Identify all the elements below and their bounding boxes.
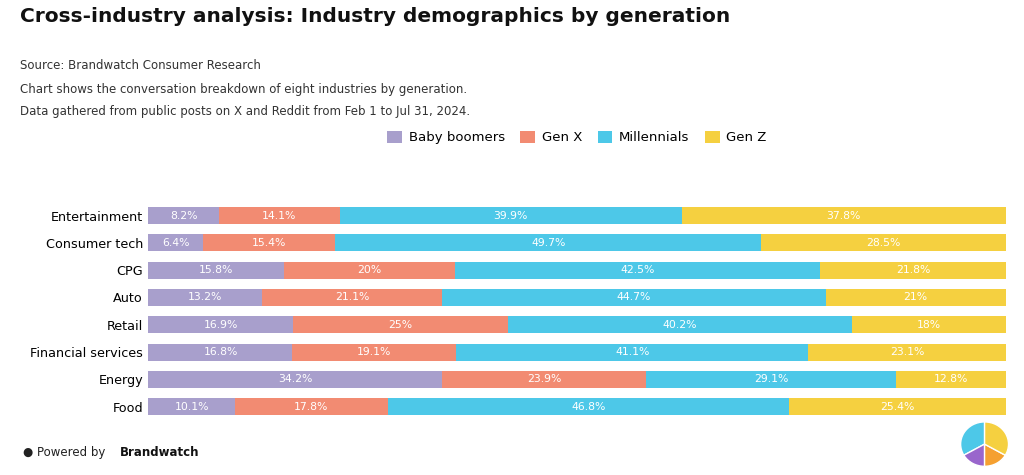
Bar — [808, 343, 1007, 361]
Bar — [682, 207, 1006, 224]
Text: 37.8%: 37.8% — [826, 210, 861, 220]
Text: 23.1%: 23.1% — [890, 347, 925, 357]
Text: 20%: 20% — [357, 265, 382, 275]
Text: Chart shows the conversation breakdown of eight industries by generation.: Chart shows the conversation breakdown o… — [20, 83, 468, 96]
Text: 10.1%: 10.1% — [174, 402, 209, 412]
Bar — [148, 207, 219, 224]
Bar — [148, 289, 261, 306]
Text: 21%: 21% — [903, 293, 928, 303]
Text: 49.7%: 49.7% — [531, 238, 565, 248]
Bar — [456, 262, 819, 279]
Text: 39.9%: 39.9% — [494, 210, 527, 220]
Bar — [293, 316, 508, 333]
Bar — [646, 371, 896, 388]
Legend: Baby boomers, Gen X, Millennials, Gen Z: Baby boomers, Gen X, Millennials, Gen Z — [382, 125, 772, 150]
Text: 16.8%: 16.8% — [204, 347, 238, 357]
Text: 13.2%: 13.2% — [187, 293, 222, 303]
Text: 14.1%: 14.1% — [262, 210, 296, 220]
Text: 25%: 25% — [388, 320, 413, 330]
Text: 17.8%: 17.8% — [294, 402, 329, 412]
Wedge shape — [964, 444, 985, 466]
Wedge shape — [961, 422, 985, 455]
Bar — [761, 234, 1006, 251]
Bar — [148, 371, 441, 388]
Text: 21.8%: 21.8% — [896, 265, 930, 275]
Text: 21.1%: 21.1% — [335, 293, 370, 303]
Text: 6.4%: 6.4% — [162, 238, 189, 248]
Text: 29.1%: 29.1% — [754, 374, 788, 384]
Text: Source: Brandwatch Consumer Research: Source: Brandwatch Consumer Research — [20, 59, 261, 72]
Bar — [219, 207, 340, 224]
Bar — [148, 398, 236, 415]
Bar — [293, 343, 456, 361]
Bar — [388, 398, 788, 415]
Text: 42.5%: 42.5% — [621, 265, 654, 275]
Text: 16.9%: 16.9% — [204, 320, 239, 330]
Bar — [261, 289, 442, 306]
Text: 46.8%: 46.8% — [571, 402, 605, 412]
Bar — [508, 316, 852, 333]
Bar — [284, 262, 456, 279]
Bar — [148, 316, 293, 333]
Text: 19.1%: 19.1% — [357, 347, 391, 357]
Bar — [236, 398, 388, 415]
Text: 28.5%: 28.5% — [866, 238, 901, 248]
Text: 8.2%: 8.2% — [170, 210, 198, 220]
Bar — [442, 289, 825, 306]
Bar — [819, 262, 1007, 279]
Bar — [148, 262, 284, 279]
Text: 40.2%: 40.2% — [663, 320, 697, 330]
Text: Cross-industry analysis: Industry demographics by generation: Cross-industry analysis: Industry demogr… — [20, 7, 731, 26]
Text: 44.7%: 44.7% — [616, 293, 651, 303]
Bar — [825, 289, 1006, 306]
Text: 25.4%: 25.4% — [881, 402, 914, 412]
Bar — [852, 316, 1007, 333]
Bar — [335, 234, 761, 251]
Text: 18%: 18% — [918, 320, 941, 330]
Text: 15.4%: 15.4% — [252, 238, 287, 248]
Bar — [441, 371, 646, 388]
Text: 41.1%: 41.1% — [615, 347, 649, 357]
Text: 15.8%: 15.8% — [199, 265, 233, 275]
Text: 34.2%: 34.2% — [278, 374, 312, 384]
Text: 12.8%: 12.8% — [934, 374, 968, 384]
Bar — [456, 343, 808, 361]
Text: Brandwatch: Brandwatch — [120, 446, 200, 459]
Bar — [204, 234, 335, 251]
Text: 23.9%: 23.9% — [526, 374, 561, 384]
Bar — [788, 398, 1007, 415]
Bar — [340, 207, 682, 224]
Wedge shape — [985, 444, 1006, 466]
Text: ● Powered by: ● Powered by — [23, 446, 109, 459]
Bar — [148, 343, 293, 361]
Bar — [896, 371, 1006, 388]
Text: Data gathered from public posts on X and Reddit from Feb 1 to Jul 31, 2024.: Data gathered from public posts on X and… — [20, 104, 471, 117]
Bar — [148, 234, 204, 251]
Wedge shape — [985, 422, 1009, 455]
